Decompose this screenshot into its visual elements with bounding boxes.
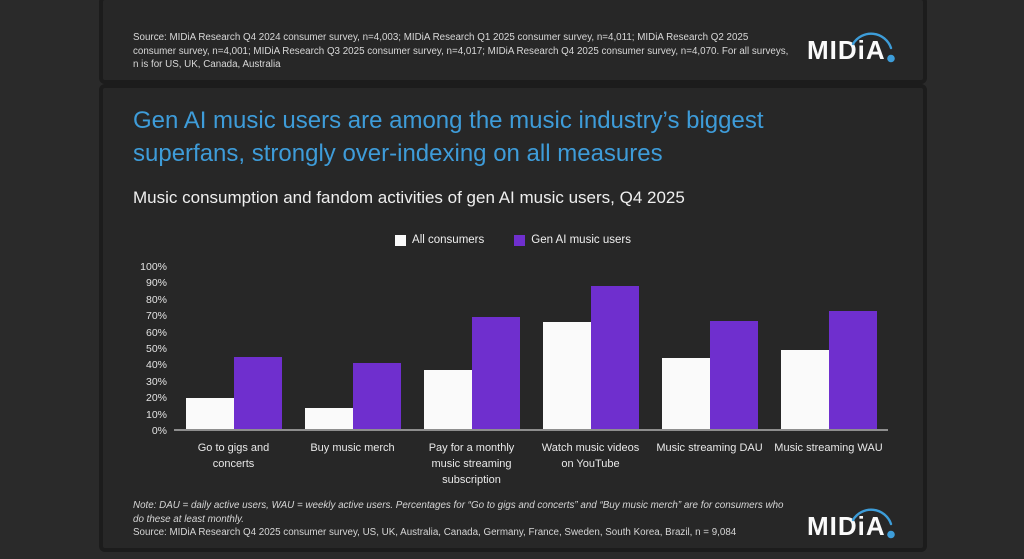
- y-axis: 0% 10% 20% 30% 40% 50% 60% 70% 80% 90% 100%: [103, 261, 167, 437]
- y-tick-label: 0%: [151, 425, 167, 437]
- y-tick-label: 80%: [145, 293, 167, 306]
- y-tick-label: 90%: [145, 277, 167, 290]
- y-tick-label: 10%: [145, 408, 167, 421]
- main-card: Gen AI music users are among the music i…: [99, 84, 927, 552]
- x-axis-label: Buy music merch: [310, 442, 395, 454]
- y-tick-label: 60%: [145, 326, 167, 339]
- legend-label-all-consumers: All consumers: [412, 234, 485, 246]
- x-axis-labels: Go to gigs and concerts Buy music merch Pa…: [174, 440, 888, 500]
- footnote: Note: DAU = daily active users, WAU = we…: [133, 500, 784, 525]
- y-tick-label: 30%: [145, 375, 167, 388]
- bar-all-consumers-4: [542, 322, 591, 429]
- y-tick-label: 70%: [145, 310, 167, 323]
- chart-subtitle: Music consumption and fandom activities …: [133, 188, 685, 207]
- chart-legend: All consumers Gen AI music users: [103, 234, 923, 246]
- midia-logo: MIDiA: [807, 26, 909, 66]
- x-axis-label: Watch music videos on YouTube: [541, 442, 640, 470]
- x-axis-label: Music streaming DAU: [656, 442, 763, 454]
- header-card: Source: MIDiA Research Q4 2024 consumer …: [99, 0, 927, 84]
- bar-all-consumers-2: [304, 407, 353, 429]
- bar-gen-ai-5: [709, 320, 758, 429]
- logo-arc-icon: [851, 32, 895, 63]
- x-axis-label: Music streaming WAU: [774, 442, 883, 454]
- header-source-note: Source: MIDiA Research Q4 2024 consumer …: [133, 32, 789, 70]
- bar-gen-ai-1: [233, 356, 282, 429]
- bar-gen-ai-4: [590, 286, 639, 429]
- y-tick-label: 100%: [140, 261, 167, 273]
- y-tick-label: 40%: [145, 359, 167, 372]
- midia-logo-text: MIDiA: [807, 511, 886, 541]
- legend-item-all-consumers: All consumers: [395, 234, 484, 246]
- plot-area: [174, 267, 888, 431]
- bar-gen-ai-6: [828, 310, 877, 429]
- footer-source-note: Source: MIDiA Research Q4 2025 consumer …: [133, 527, 737, 538]
- x-axis-label: Pay for a monthly music streaming subscr…: [428, 442, 515, 486]
- bar-all-consumers-3: [423, 369, 472, 429]
- legend-item-gen-ai-music-users: Gen AI music users: [514, 234, 631, 246]
- midia-logo: MIDiA: [807, 502, 909, 542]
- footnote-block: Note: DAU = daily active users, WAU = we…: [133, 499, 795, 540]
- bar-all-consumers-1: [185, 397, 234, 429]
- midia-logo-text: MIDiA: [807, 35, 886, 65]
- bar-gen-ai-3: [471, 317, 520, 429]
- x-axis-label: Go to gigs and concerts: [197, 442, 270, 470]
- y-tick-label: 50%: [145, 343, 167, 355]
- bar-gen-ai-2: [352, 363, 401, 429]
- legend-swatch-all-consumers: [395, 234, 407, 246]
- page-title: Gen AI music users are among the music i…: [133, 107, 764, 167]
- bar-all-consumers-5: [661, 358, 710, 429]
- legend-swatch-gen-ai-music-users: [514, 234, 526, 246]
- y-tick-label: 20%: [145, 392, 167, 405]
- bar-all-consumers-6: [780, 350, 829, 429]
- logo-arc-icon: [851, 508, 895, 539]
- legend-label-gen-ai-music-users: Gen AI music users: [531, 234, 631, 246]
